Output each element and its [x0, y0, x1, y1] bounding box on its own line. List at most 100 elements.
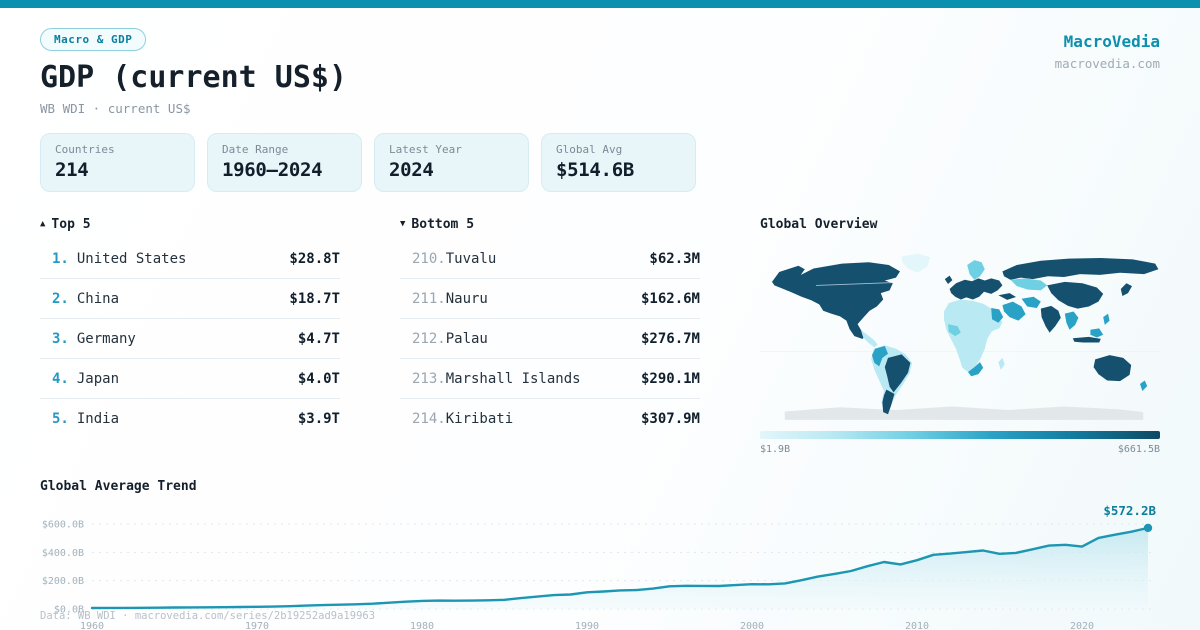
map-region-saudi-arabia: [1002, 301, 1026, 321]
stat-label: Global Avg: [556, 143, 623, 156]
stat-value: $514.6B: [556, 159, 634, 181]
bottom5-title: Bottom 5: [411, 217, 475, 232]
y-axis-tick-label: $400.0B: [42, 548, 84, 559]
choropleth-legend-gradient: [760, 431, 1160, 439]
y-axis-tick-label: $0.0B: [54, 605, 84, 616]
country-value: $4.7T: [297, 330, 340, 347]
map-region-new-zealand: [1140, 380, 1148, 392]
map-title: Global Overview: [760, 217, 878, 232]
map-region-europe: [949, 278, 1003, 300]
trend-chart: $0.0B $200.0B $400.0B $600.0B 1960 1970 1980 19…: [40, 499, 1160, 630]
country-name: Nauru: [445, 290, 488, 307]
bottom5-header: ▼ Bottom 5: [400, 217, 700, 235]
stat-value: 2024: [389, 159, 434, 181]
legend-max-label: $661.5B: [1117, 444, 1160, 455]
map-region-uk: [944, 275, 953, 285]
header: Macro & GDP GDP (current US$) WB WDI · c…: [40, 28, 1160, 116]
x-axis-tick-label: 2000: [740, 621, 764, 630]
rank-number: 214.: [412, 411, 446, 427]
map-region-china: [1047, 281, 1104, 309]
trend-line: [90, 526, 1150, 610]
end-point-label: $572.2B: [1103, 503, 1156, 518]
map-region-borneo: [1090, 328, 1104, 338]
x-axis-tick-label: 1990: [575, 621, 599, 630]
map-region-central-asia: [1010, 278, 1048, 291]
category-badge: Macro & GDP: [40, 28, 147, 51]
triangle-down-icon: ▼: [400, 219, 406, 229]
stat-value: 1960—2024: [222, 159, 323, 181]
country-name: Japan: [76, 370, 120, 387]
map-region-scandinavia: [967, 260, 985, 280]
global-overview-panel: Global Overview: [760, 217, 1160, 455]
stat-value: 214: [55, 159, 89, 181]
table-row: 213. Marshall Islands $290.1M: [400, 359, 700, 399]
rank-number: 210.: [412, 250, 446, 267]
map-region-russia: [1002, 257, 1159, 280]
y-axis-tick-label: $600.0B: [42, 520, 84, 531]
country-value: $62.3M: [649, 250, 700, 267]
trend-chart-svg: $0.0B $200.0B $400.0B $600.0B 1960 1970 1980 19…: [42, 503, 1157, 630]
country-name: China: [76, 290, 120, 307]
map-region-southeast-asia: [1064, 311, 1079, 330]
top-accent-bar: [0, 0, 1200, 8]
map-region-iran: [1021, 296, 1041, 308]
map-region-andes: [872, 345, 888, 367]
table-row: 5. India $3.9T: [40, 399, 340, 439]
x-axis-tick-label: 1980: [410, 621, 434, 630]
table-row: 3. Germany $4.7T: [40, 319, 340, 359]
x-axis-tick-label: 1970: [245, 621, 269, 630]
table-row: 211. Nauru $162.6M: [400, 279, 700, 319]
map-region-egypt: [991, 307, 1004, 323]
country-value: $290.1M: [640, 370, 700, 387]
rank-number: 1.: [52, 250, 69, 267]
map-region-south-africa: [968, 362, 984, 377]
country-value: $276.7M: [640, 330, 700, 347]
map-region-africa: [944, 299, 1003, 373]
x-axis-tick-label: 2020: [1070, 621, 1094, 630]
country-value: $4.0T: [297, 370, 340, 387]
trend-area: [92, 527, 1148, 609]
map-region-north-america: [772, 262, 900, 339]
map-region-turkey: [998, 293, 1016, 300]
page-subtitle: WB WDI · current US$: [40, 101, 191, 116]
map-region-brazil: [884, 354, 911, 393]
map-region-japan: [1120, 283, 1132, 296]
choropleth-legend-labels: $1.9B $661.5B: [760, 444, 1160, 455]
top5-header: ▲ Top 5: [40, 217, 340, 235]
country-value: $3.9T: [297, 411, 340, 427]
x-axis-tick-label: 1960: [80, 621, 104, 630]
stat-card-countries: Countries 214: [40, 133, 195, 192]
world-map: [760, 246, 1160, 422]
table-row: 210. Tuvalu $62.3M: [400, 239, 700, 279]
trend-title: Global Average Trend: [40, 479, 197, 494]
page-title: GDP (current US$): [40, 60, 348, 95]
table-row: 2. China $18.7T: [40, 279, 340, 319]
rank-number: 212.: [412, 330, 446, 347]
rank-number: 211.: [412, 290, 446, 307]
country-name: United States: [76, 250, 187, 267]
source-attribution: Data: WB WDI · macrovedia.com/series/2b1…: [40, 610, 376, 622]
trend-section: Global Average Trend $0.0B $200.0B $400.0B…: [40, 479, 1160, 630]
country-name: Palau: [445, 330, 488, 347]
country-value: $307.9M: [640, 411, 700, 427]
map-region-central-america: [860, 329, 878, 348]
map-region-argentina: [882, 389, 895, 415]
table-row: 1. United States $28.8T: [40, 239, 340, 279]
top5-panel: ▲ Top 5 1. United States $28.8T 2. China …: [40, 217, 340, 455]
country-value: $28.8T: [289, 250, 340, 267]
map-region-australia: [1093, 355, 1132, 382]
top5-list: 1. United States $28.8T 2. China $18.7T …: [40, 239, 340, 439]
map-region-madagascar: [998, 357, 1005, 370]
triangle-up-icon: ▲: [40, 219, 46, 229]
stats-row: Countries 214 Date Range 1960—2024 Lates…: [40, 133, 1160, 192]
brand-block: MacroVedia macrovedia.com: [1055, 28, 1160, 71]
map-region-antarctica: [784, 406, 1144, 420]
brand-name: MacroVedia: [1063, 32, 1160, 51]
map-border-us-canada: [815, 282, 893, 286]
stat-label: Date Range: [222, 143, 289, 156]
table-row: 4. Japan $4.0T: [40, 359, 340, 399]
table-row: 212. Palau $276.7M: [400, 319, 700, 359]
brand-domain: macrovedia.com: [1054, 56, 1160, 71]
end-point-dot: [1143, 523, 1153, 533]
stat-label: Latest Year: [389, 143, 462, 156]
